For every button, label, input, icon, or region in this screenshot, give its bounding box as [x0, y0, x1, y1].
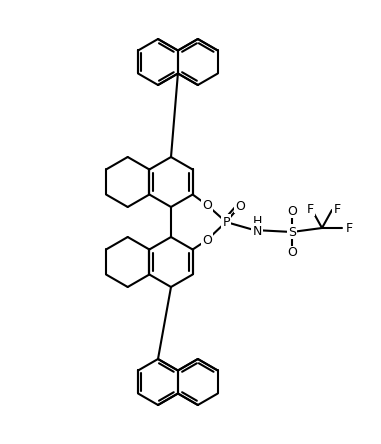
Text: N: N [252, 225, 262, 238]
Text: H: H [252, 214, 262, 227]
Text: O: O [202, 198, 212, 211]
Text: F: F [333, 202, 341, 215]
Text: P: P [222, 215, 230, 229]
Text: F: F [346, 222, 352, 234]
Text: O: O [287, 205, 297, 218]
Text: O: O [202, 234, 212, 246]
Text: O: O [235, 199, 245, 213]
Text: S: S [288, 226, 296, 238]
Text: O: O [287, 246, 297, 259]
Text: F: F [306, 202, 314, 215]
